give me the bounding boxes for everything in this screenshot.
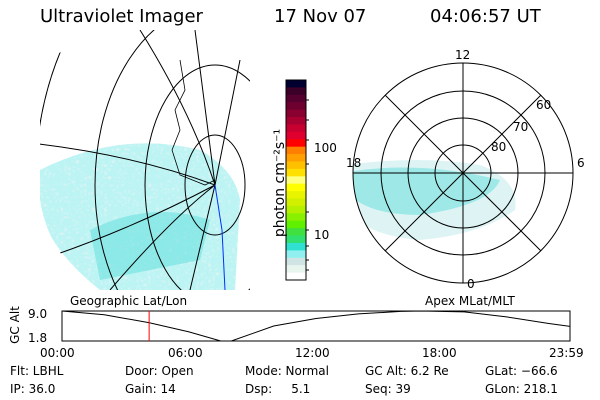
altitude-ytick-max: 9.0 [28, 307, 48, 321]
status-dsp: Dsp: 5.1 [245, 382, 311, 396]
colorbar-band [286, 265, 306, 274]
colorbar-band [286, 124, 306, 133]
altitude-ytick-min: 1.8 [28, 331, 48, 345]
polar-grid [352, 62, 574, 284]
colorbar-band [286, 168, 306, 177]
colorbar-band [286, 220, 306, 229]
right-panel-label: Apex MLat/MLT [425, 294, 515, 308]
status-ip: IP: 36.0 [10, 382, 56, 396]
colorbar [285, 79, 309, 281]
colorbar-band [286, 80, 306, 88]
colorbar-band [286, 213, 306, 222]
xtick-1: 06:00 [168, 346, 203, 360]
geographic-image [40, 30, 250, 290]
colorbar-band [286, 228, 306, 237]
colorbar-band [286, 161, 306, 170]
colorbar-band [286, 272, 306, 281]
colorbar-band [286, 109, 306, 118]
colorbar-band [286, 139, 306, 148]
mlt-label-0: 0 [467, 277, 475, 291]
colorbar-frame [285, 79, 307, 281]
colorbar-band [286, 198, 306, 207]
colorbar-band [286, 154, 306, 162]
status-glat: GLat: −66.6 [485, 364, 558, 378]
polar-lat-70: 70 [513, 120, 529, 134]
mlt-label-18: 18 [346, 156, 362, 170]
colorbar-band [286, 87, 306, 96]
polar-image [353, 160, 516, 240]
colorbar-band [286, 94, 306, 103]
altitude-trace [61, 310, 571, 342]
xtick-2: 12:00 [295, 346, 330, 360]
status-seq: Seq: 39 [365, 382, 411, 396]
colorbar-band [286, 102, 306, 111]
status-gc-alt: GC Alt: 6.2 Re [365, 364, 449, 378]
colorbar-band [286, 146, 306, 155]
xtick-4: 23:59 [549, 346, 584, 360]
status-filter: Flt: LBHL [10, 364, 64, 378]
colorbar-band [286, 242, 306, 251]
colorbar-band [286, 131, 306, 140]
instrument-title: Ultraviolet Imager [40, 6, 203, 27]
colorbar-band [286, 257, 306, 266]
status-mode: Mode: Normal [245, 364, 329, 378]
colorbar-label: photon cm⁻²s⁻¹ [272, 128, 288, 238]
altitude-plot [61, 310, 571, 342]
colorbar-band [286, 176, 306, 185]
colorbar-tick-10: 10 [314, 228, 330, 242]
polar-lat-60: 60 [536, 98, 552, 112]
colorbar-band [286, 250, 306, 259]
mlt-label-12: 12 [455, 48, 471, 62]
status-gain: Gain: 14 [125, 382, 176, 396]
left-panel-label: Geographic Lat/Lon [70, 294, 188, 308]
xtick-3: 18:00 [422, 346, 457, 360]
altitude-ylabel: GC Alt [7, 306, 22, 344]
polar-lat-80: 80 [491, 140, 507, 154]
status-door: Door: Open [125, 364, 194, 378]
colorbar-band [286, 183, 306, 192]
time-label: 04:06:57 UT [430, 6, 541, 27]
mlt-label-6: 6 [577, 156, 585, 170]
colorbar-tick-100: 100 [314, 141, 337, 155]
colorbar-band [286, 235, 306, 244]
xtick-0: 00:00 [40, 346, 75, 360]
colorbar-band [286, 205, 306, 214]
colorbar-band [286, 117, 306, 125]
status-glon: GLon: 218.1 [485, 382, 558, 396]
colorbar-band [286, 191, 306, 200]
date-label: 17 Nov 07 [274, 6, 367, 27]
